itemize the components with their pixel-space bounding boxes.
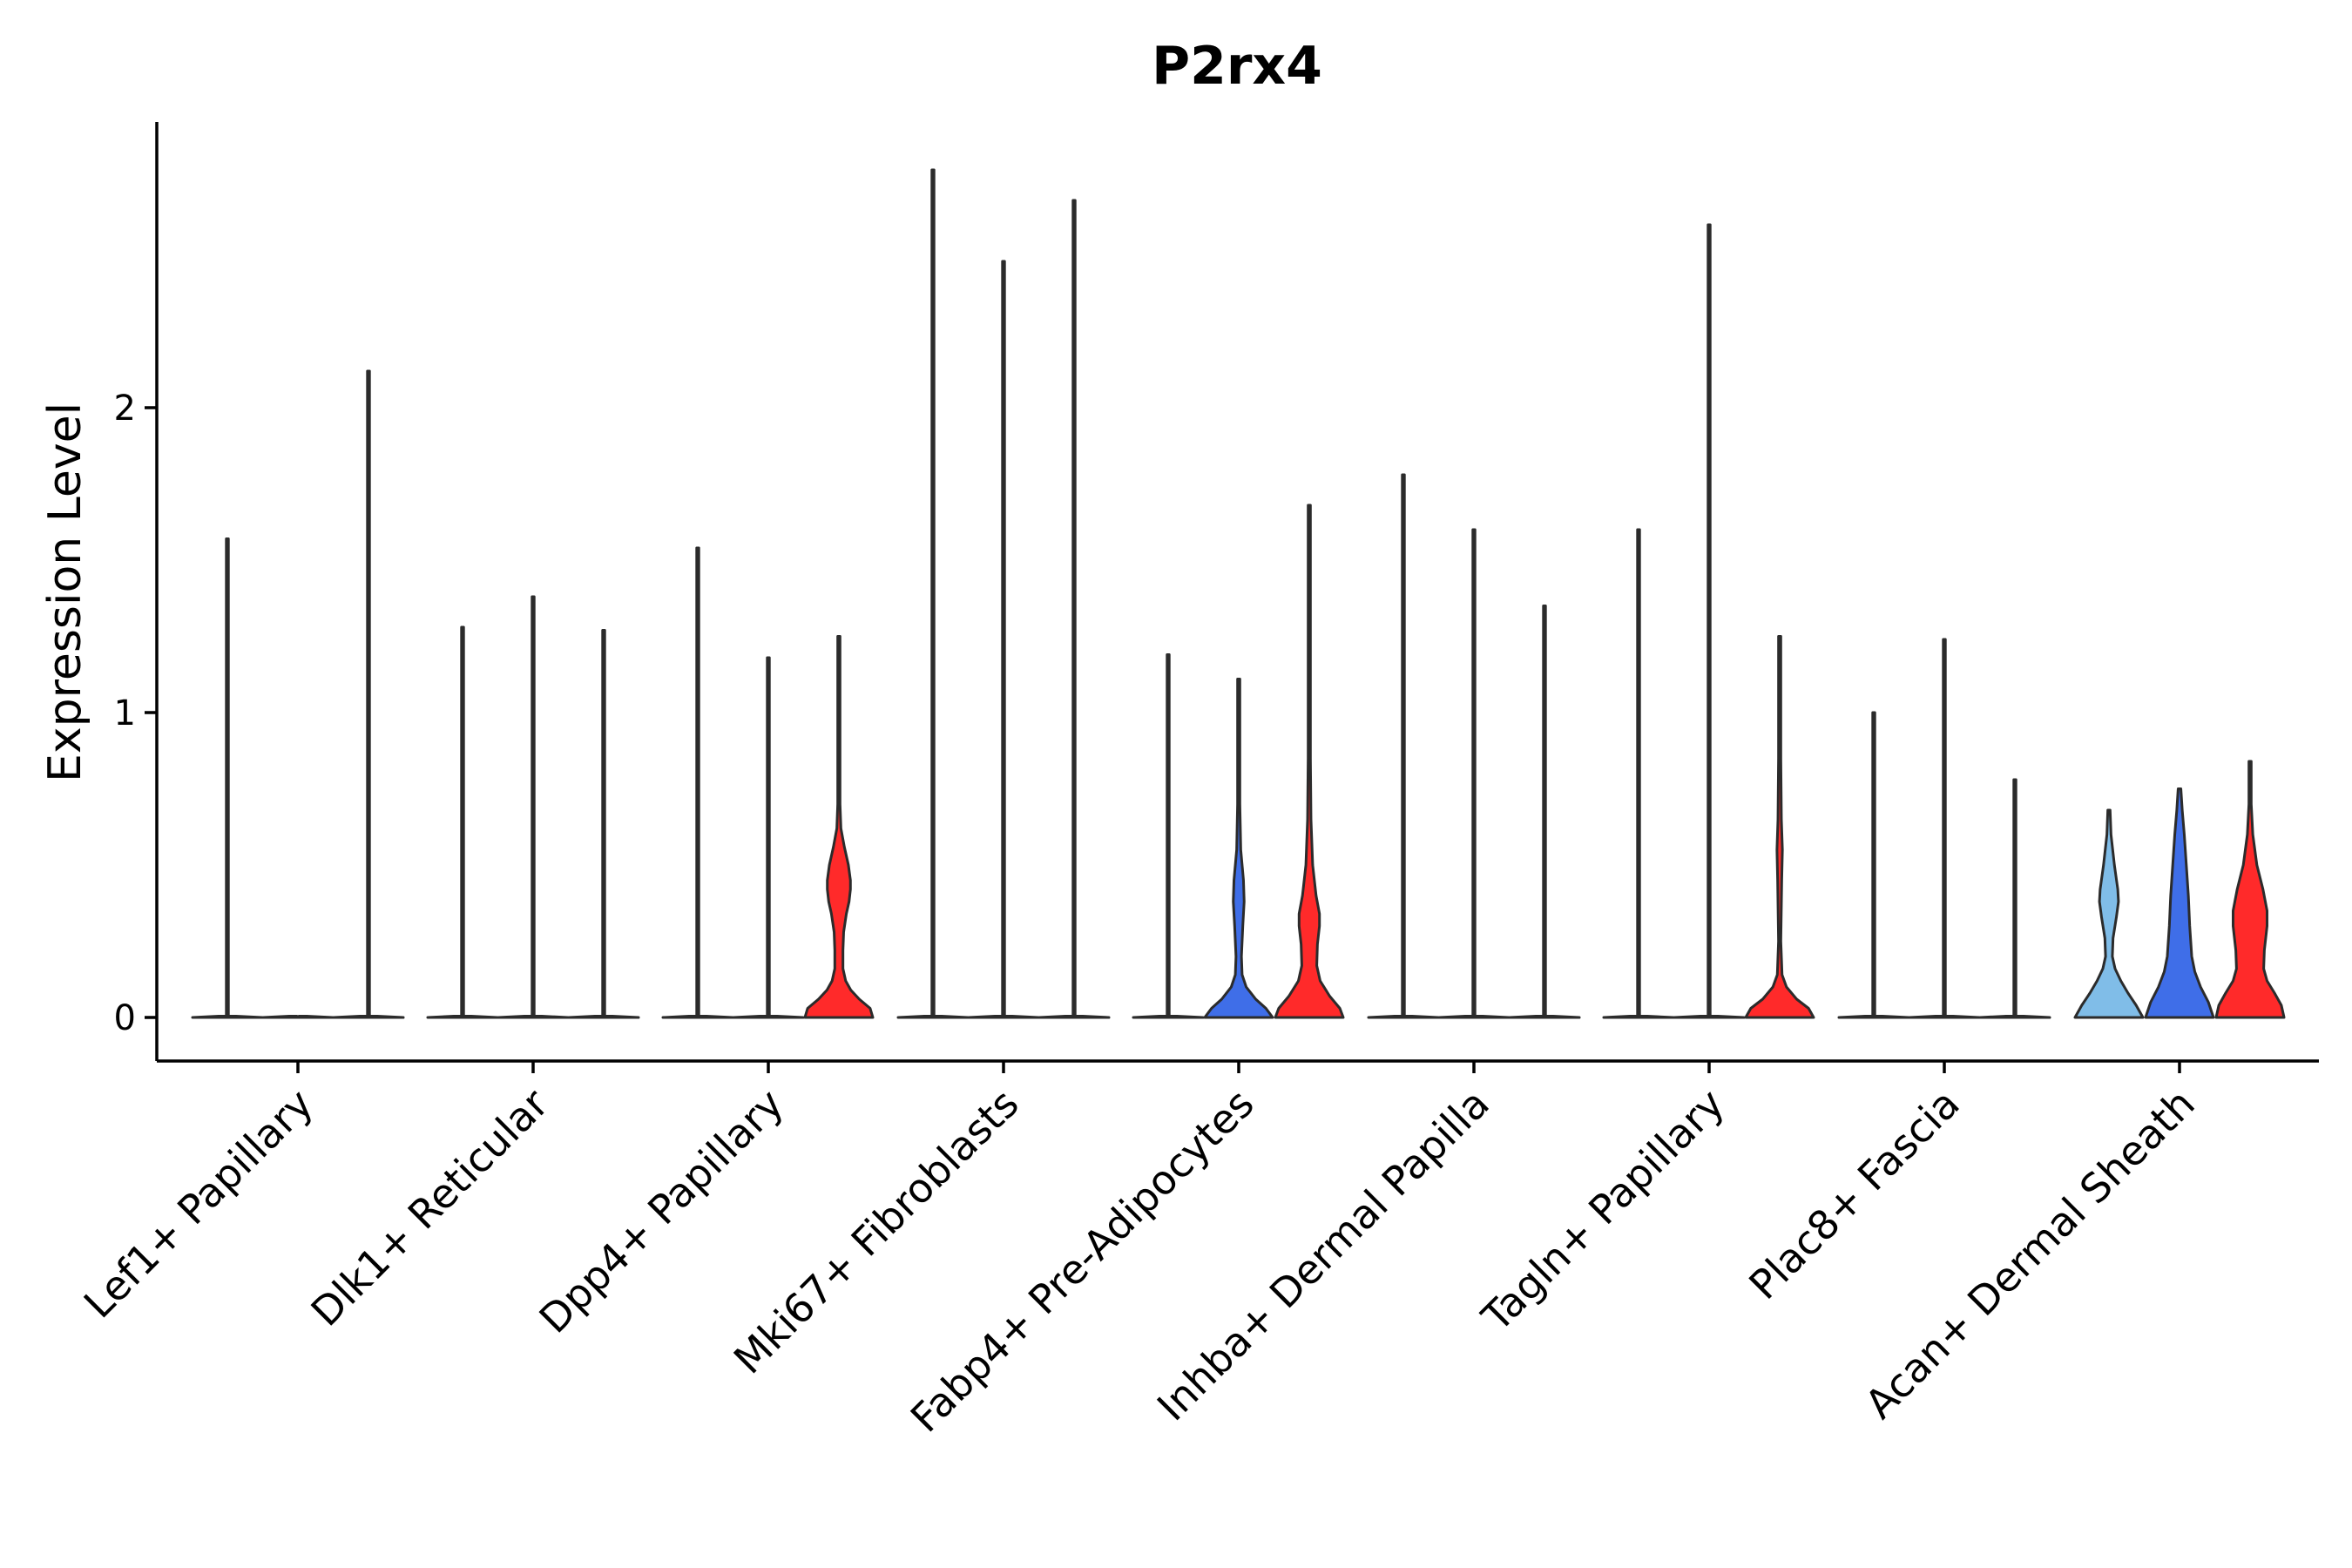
- violin-8-1: [1837, 711, 1910, 1019]
- violin-2-3: [567, 629, 640, 1019]
- violin-1-1: [191, 537, 264, 1019]
- violin-2-2: [497, 595, 570, 1019]
- violin-2-1: [426, 625, 499, 1019]
- violin-1-3: [332, 369, 405, 1019]
- x-tick-label-1: Dlk1+ Reticular: [302, 1080, 558, 1335]
- violin-4-2: [967, 260, 1040, 1019]
- violin-3-1: [661, 546, 734, 1019]
- x-tick-label-2: Dpp4+ Papillary: [531, 1080, 793, 1342]
- violin-5-1: [1132, 653, 1205, 1019]
- violin-9-2: [2144, 787, 2215, 1019]
- violin-6-3: [1508, 605, 1581, 1019]
- violin-9-3: [2214, 760, 2286, 1019]
- chart-title: P2rx4: [1152, 36, 1322, 97]
- violin-7-1: [1602, 528, 1675, 1019]
- violin-9-1: [2073, 808, 2145, 1019]
- y-tick-label-2: 2: [114, 389, 136, 429]
- y-axis-ticks: 0 1 2: [114, 389, 157, 1038]
- violin-3-3: [803, 635, 875, 1019]
- x-tick-label-7: Plac8+ Fascia: [1740, 1080, 1968, 1308]
- violin-6-2: [1437, 528, 1511, 1019]
- violin-3-2: [732, 656, 805, 1019]
- violin-6-1: [1367, 473, 1440, 1019]
- violin-layer: [191, 168, 2286, 1019]
- y-tick-label-0: 0: [114, 998, 136, 1038]
- violin-8-3: [1978, 778, 2051, 1019]
- x-tick-label-0: Lef1+ Papillary: [75, 1080, 322, 1328]
- violin-5-3: [1274, 504, 1345, 1019]
- x-tick-label-6: Tagln+ Papillary: [1472, 1080, 1734, 1342]
- y-axis-label: Expression Level: [39, 402, 91, 782]
- violin-8-2: [1908, 638, 1981, 1019]
- violin-7-2: [1673, 223, 1746, 1019]
- violin-7-3: [1744, 635, 1815, 1019]
- violin-4-3: [1037, 199, 1111, 1019]
- violin-5-2: [1203, 678, 1274, 1019]
- violin-1-2: [261, 1015, 335, 1019]
- violin-4-1: [896, 168, 970, 1019]
- y-tick-label-1: 1: [114, 693, 136, 733]
